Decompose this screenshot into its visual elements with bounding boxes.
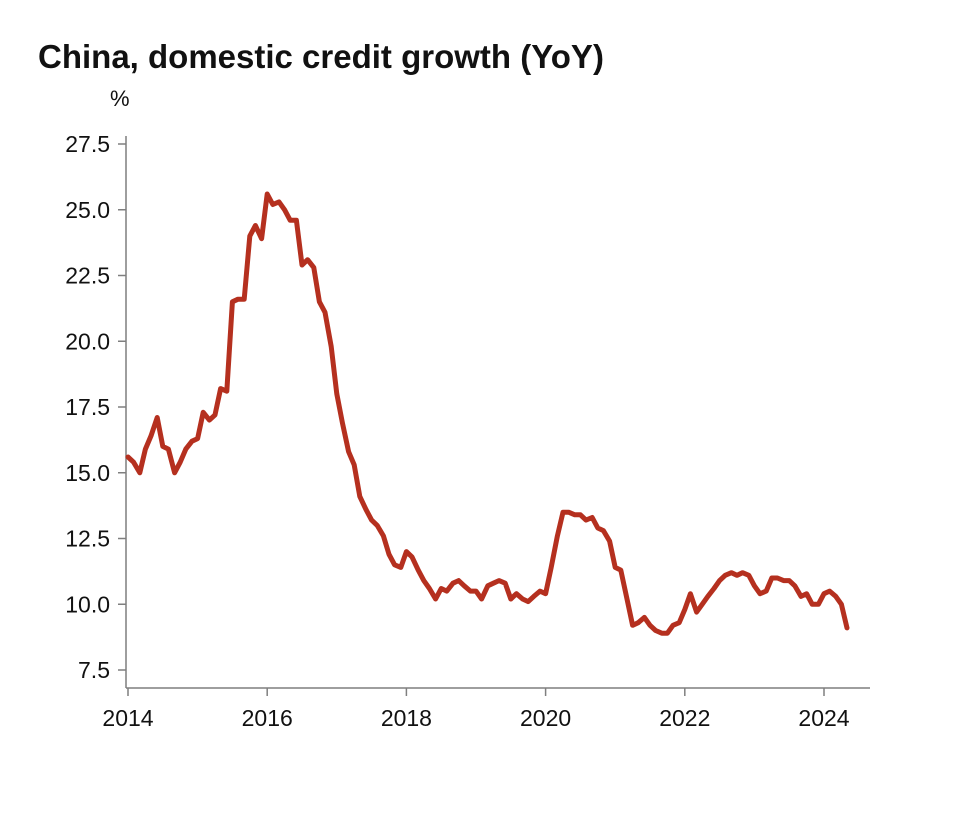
x-tick-label: 2022	[659, 705, 710, 731]
y-tick-label: 17.5	[65, 394, 110, 420]
x-tick-label: 2016	[242, 705, 293, 731]
y-tick-label: 7.5	[78, 657, 110, 683]
y-tick-label: 22.5	[65, 263, 110, 289]
y-axis-unit-label: %	[110, 86, 130, 111]
series-line	[125, 191, 850, 636]
y-tick-label: 25.0	[65, 197, 110, 223]
y-tick-label: 12.5	[65, 526, 110, 552]
chart-title: China, domestic credit growth (YoY)	[38, 38, 604, 75]
y-tick-label: 27.5	[65, 131, 110, 157]
y-tick-label: 20.0	[65, 328, 110, 354]
x-tick-label: 2020	[520, 705, 571, 731]
y-tick-label: 15.0	[65, 460, 110, 486]
x-tick-label: 2018	[381, 705, 432, 731]
y-tick-label: 10.0	[65, 591, 110, 617]
x-tick-label: 2014	[102, 705, 153, 731]
x-tick-label: 2024	[798, 705, 849, 731]
